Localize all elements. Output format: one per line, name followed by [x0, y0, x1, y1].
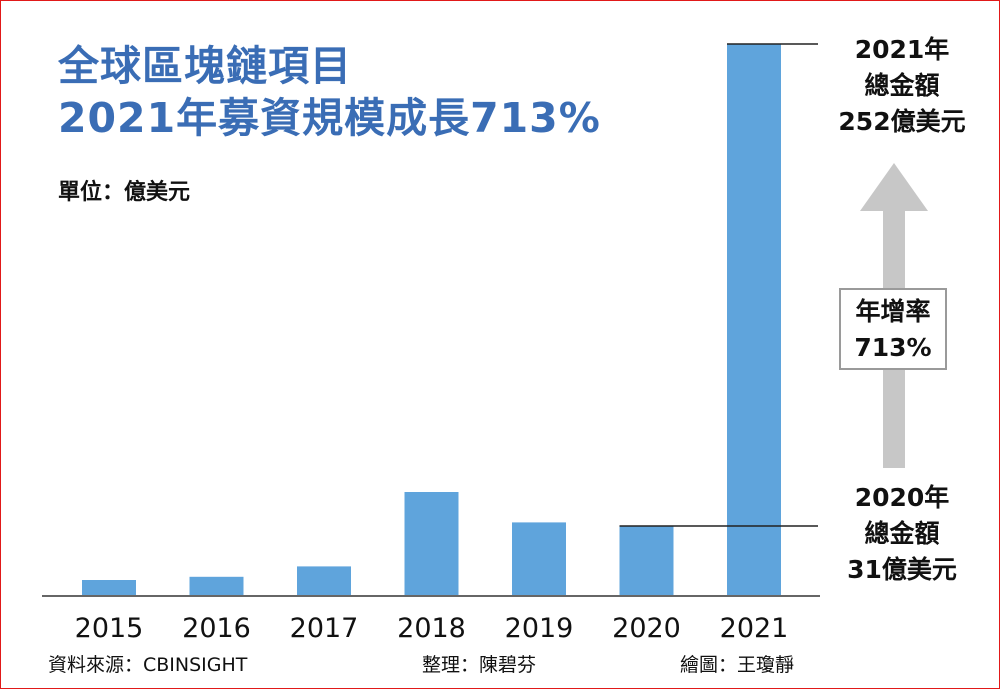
bar-2015 [82, 580, 136, 596]
bar-2021 [727, 44, 781, 596]
annotation-2020-line-3: 31億美元 [847, 555, 957, 584]
bars-group [82, 44, 781, 596]
annotation-2021-line-1: 2021年 [854, 35, 950, 64]
annotation-2021: 2021年 總金額 252億美元 [818, 32, 986, 140]
annotation-2021-line-2: 總金額 [864, 71, 940, 100]
x-tick-label-2019: 2019 [505, 613, 574, 644]
bar-2019 [512, 522, 566, 596]
source-credit: 資料來源：CBINSIGHT [48, 654, 248, 676]
x-tick-label-2015: 2015 [75, 613, 144, 644]
unit-label: 單位：億美元 [58, 180, 191, 205]
growth-arrow-head [860, 163, 928, 211]
annotation-2020-line-2: 總金額 [864, 519, 940, 548]
x-tick-label-2020: 2020 [612, 613, 681, 644]
annotation-2020-line-1: 2020年 [854, 483, 950, 512]
annotation-2020: 2020年 總金額 31億美元 [818, 480, 986, 588]
growth-rate-label: 年增率 [855, 297, 931, 326]
growth-rate-box: 年增率 713% [839, 288, 947, 370]
x-tick-label-2021: 2021 [720, 613, 789, 644]
footer: 資料來源：CBINSIGHT 整理：陳碧芬 繪圖：王瓊靜 [0, 648, 1000, 680]
chart-title: 全球區塊鏈項目 2021年募資規模成長713% [58, 40, 601, 144]
bar-2016 [189, 576, 244, 596]
title-line-1: 全球區塊鏈項目 [58, 42, 352, 90]
x-tick-label-2016: 2016 [182, 613, 251, 644]
growth-rate-value: 713% [854, 333, 932, 362]
title-line-2: 2021年募資規模成長713% [58, 94, 601, 142]
editor-credit: 整理：陳碧芬 [422, 654, 537, 676]
bar-2018 [404, 492, 459, 596]
illustrator-credit: 繪圖：王瓊靜 [680, 654, 795, 676]
leader-lines [619, 43, 818, 527]
bar-2020 [619, 526, 674, 596]
bar-2017 [297, 566, 351, 596]
annotation-2021-line-3: 252億美元 [838, 107, 966, 136]
x-tick-label-2017: 2017 [290, 613, 359, 644]
x-tick-label-2018: 2018 [397, 613, 466, 644]
x-tick-labels: 2015 2016 2017 2018 2019 2020 2021 [75, 613, 789, 644]
